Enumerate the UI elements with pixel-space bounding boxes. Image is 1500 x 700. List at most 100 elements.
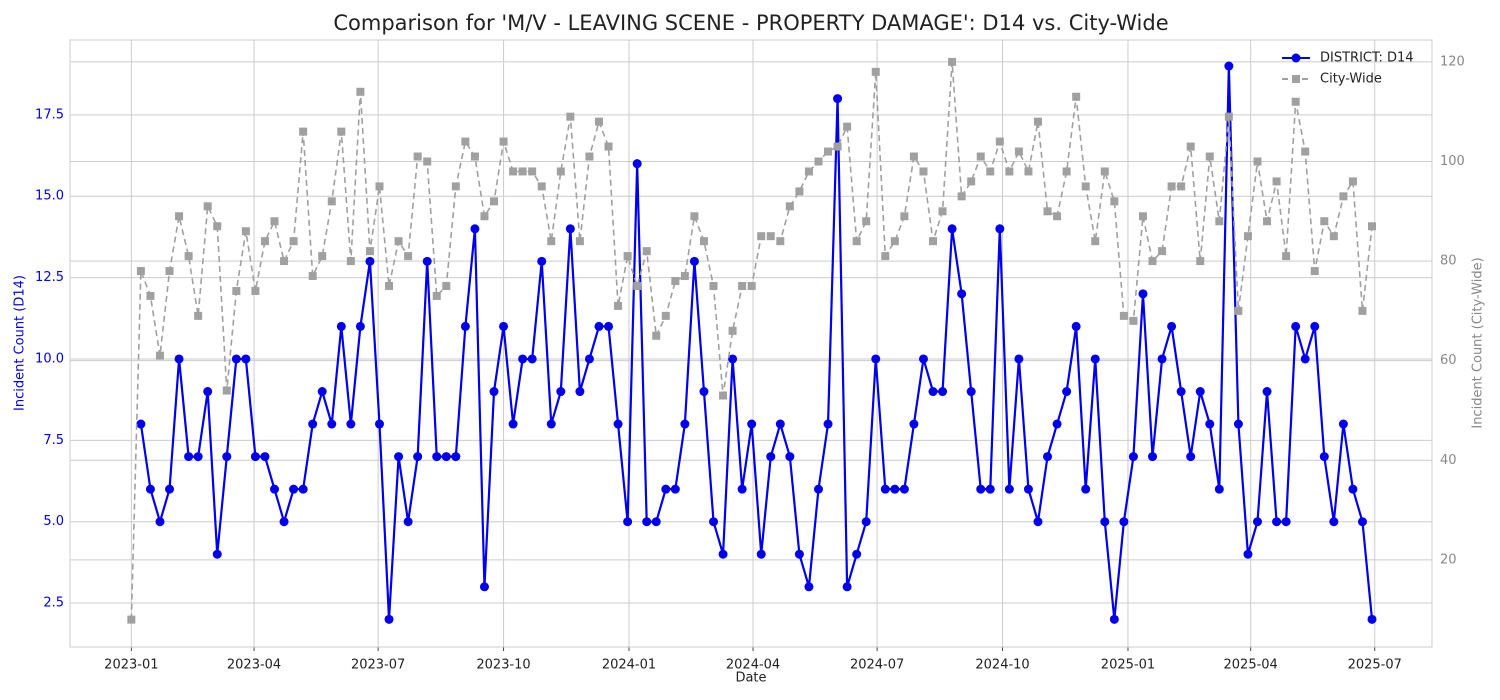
point [709,281,718,290]
point [355,321,365,331]
point [814,157,823,166]
point [212,549,222,559]
point [871,67,880,76]
point [413,152,422,161]
point [499,137,508,146]
point [556,167,565,176]
point [270,484,280,494]
point [1053,212,1062,221]
y-tick-label: 7.5 [43,433,64,448]
point [232,286,241,295]
point [1109,614,1119,624]
point [747,281,756,290]
point [518,167,527,176]
point [1128,452,1138,462]
point [938,387,948,397]
point [690,212,699,221]
point [260,237,269,246]
point [890,484,900,494]
point [1252,517,1262,527]
point [260,452,270,462]
point [394,237,403,246]
point [174,354,184,364]
point [365,256,375,266]
point [623,517,633,527]
point [881,252,890,261]
point [1215,217,1224,226]
point [642,247,651,256]
point [365,247,374,256]
point [546,419,556,429]
point [824,147,833,156]
x-tick-label: 2023-04 [227,658,281,673]
point [1214,484,1224,494]
point [585,152,594,161]
point [909,152,918,161]
point [813,484,823,494]
point [470,152,479,161]
point [1071,321,1081,331]
x-tick-label: 2024-10 [975,658,1029,673]
point [499,321,509,331]
point [384,614,394,624]
point [566,112,575,121]
point [270,217,279,226]
point [737,484,747,494]
point [785,452,795,462]
legend-marker [1292,75,1300,83]
point [938,207,947,216]
point [1319,452,1329,462]
point [680,272,689,281]
point [1129,316,1138,325]
y2-tick-label: 20 [1440,552,1457,567]
point [766,452,776,462]
point [441,452,451,462]
point [145,484,155,494]
point [594,117,603,126]
point [1205,419,1215,429]
point [155,517,165,527]
point [432,452,442,462]
x-tick-label: 2023-01 [104,658,158,673]
point [422,256,432,266]
y2-axis-label: Incident Count (City-Wide) [1471,257,1486,428]
point [1243,549,1253,559]
y-tick-label: 15.0 [35,189,64,204]
point [222,386,231,395]
point [1262,387,1272,397]
point [900,212,909,221]
point [1329,517,1339,527]
point [1167,182,1176,191]
point [1234,306,1243,315]
point [986,167,995,176]
point [490,197,499,206]
point [1301,147,1310,156]
point [461,137,470,146]
point [1310,267,1319,276]
point [1148,452,1158,462]
point [508,419,518,429]
point [432,291,441,300]
y-tick-label: 17.5 [35,107,64,122]
point [1310,321,1320,331]
point [995,137,1004,146]
point [175,212,184,221]
point [1043,207,1052,216]
point [985,484,995,494]
point [614,301,623,310]
point [1224,112,1233,121]
point [976,152,985,161]
point [442,281,451,290]
point [670,484,680,494]
point [165,267,174,276]
point [1243,232,1252,241]
x-tick-label: 2024-01 [602,658,656,673]
point [709,517,719,527]
point [604,321,614,331]
y2-tick-label: 100 [1440,154,1465,169]
point [1005,167,1014,176]
point [604,142,613,151]
point [356,87,365,96]
point [136,419,146,429]
point [1339,192,1348,201]
